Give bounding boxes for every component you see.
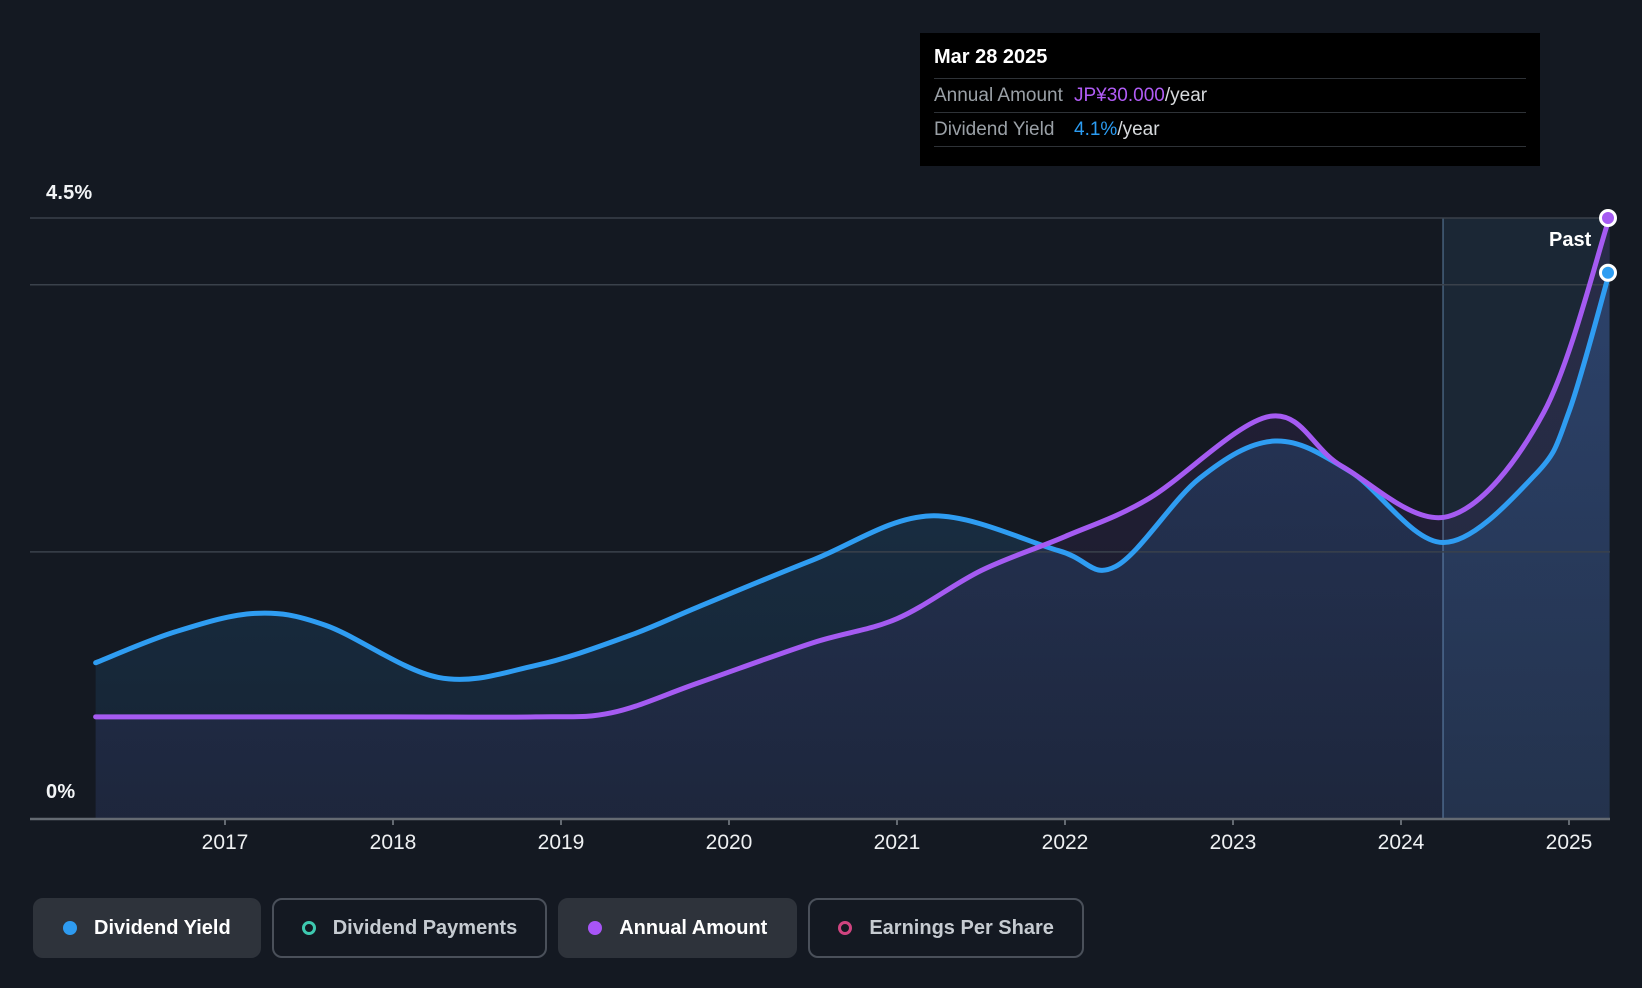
tooltip-date: Mar 28 2025	[934, 46, 1048, 68]
x-axis-label-2018: 2018	[369, 831, 417, 854]
legend-label: Earnings Per Share	[869, 916, 1054, 939]
hover-tooltip: Mar 28 2025 Annual Amount JP¥30.000/year…	[920, 33, 1540, 166]
tooltip-row-dividend-yield: Dividend Yield 4.1%/year	[934, 112, 1526, 146]
tooltip-value-suffix: /year	[1164, 84, 1208, 106]
legend-label: Annual Amount	[619, 916, 768, 939]
annual-amount-endpoint-marker	[1599, 209, 1617, 227]
legend: Dividend Yield Dividend Payments Annual Am…	[33, 898, 1084, 958]
y-axis-zero-label: 0%	[46, 781, 76, 803]
x-axis-label-2017: 2017	[201, 831, 249, 854]
x-axis-label-2022: 2022	[1041, 831, 1089, 854]
legend-button-dividend-payments[interactable]: Dividend Payments	[271, 898, 548, 958]
tooltip-label: Dividend Yield	[934, 118, 1055, 140]
tooltip-value: 4.1%	[1074, 118, 1118, 140]
tooltip-label: Annual Amount	[934, 84, 1063, 106]
annual-amount-area-fill	[95, 218, 1610, 819]
legend-button-earnings-per-share[interactable]: Earnings Per Share	[808, 898, 1084, 958]
annual-amount-dot-icon	[588, 921, 603, 935]
tooltip-value-suffix: /year	[1117, 118, 1160, 140]
legend-label: Dividend Payments	[332, 916, 518, 939]
x-axis-label-2023: 2023	[1209, 831, 1257, 854]
tooltip-divider	[934, 146, 1526, 147]
x-axis-label-2019: 2019	[537, 831, 585, 854]
earnings-per-share-dot-icon	[838, 921, 853, 935]
annual-amount-line	[93, 215, 1612, 720]
y-axis-top-label: 4.5%	[46, 182, 93, 204]
x-axis-label-2021: 2021	[873, 831, 921, 854]
dividend-yield-line	[93, 270, 1612, 682]
dividend-yield-dot-icon	[63, 921, 77, 935]
dividend-yield-endpoint-marker	[1599, 263, 1617, 282]
legend-label: Dividend Yield	[94, 916, 231, 939]
x-axis-label-2025: 2025	[1545, 831, 1593, 854]
tooltip-value: JP¥30.000	[1074, 84, 1165, 106]
dividend-payments-dot-icon	[301, 921, 316, 935]
legend-button-dividend-yield[interactable]: Dividend Yield	[33, 898, 261, 958]
x-axis-label-2020: 2020	[705, 831, 753, 854]
legend-button-annual-amount[interactable]: Annual Amount	[558, 898, 798, 958]
tooltip-row-annual-amount: Annual Amount JP¥30.000/year	[934, 78, 1526, 112]
x-axis-label-2024: 2024	[1377, 831, 1425, 854]
past-region-label: Past	[1549, 229, 1592, 251]
